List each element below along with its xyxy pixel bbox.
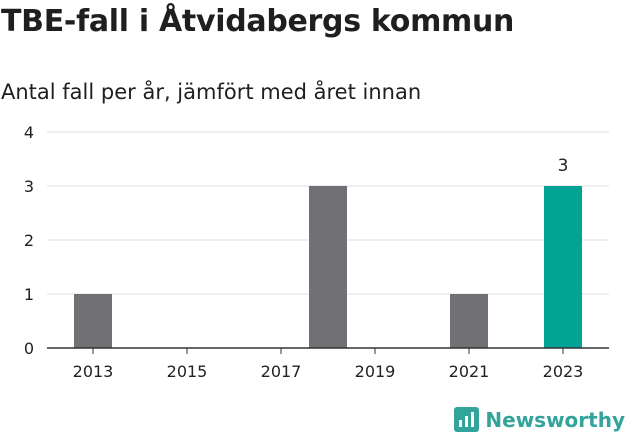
data-label: 3: [558, 156, 569, 176]
newsworthy-logo-icon: [454, 407, 480, 432]
bar: [309, 186, 347, 348]
bar: [74, 294, 112, 348]
bar: [544, 186, 582, 348]
y-tick-label: 4: [24, 123, 34, 142]
bar-chart: 0 1 2 3 4 2013 2015 2017 2019 2021 2023 3: [24, 123, 609, 381]
bar: [450, 294, 488, 348]
y-tick-label: 2: [24, 231, 34, 250]
chart-title: TBE-fall i Åtvidabergs kommun: [1, 4, 515, 39]
brand-name: Newsworthy: [485, 407, 625, 432]
y-tick-label: 1: [24, 285, 34, 304]
chart-subtitle: Antal fall per år, jämfört med året inna…: [1, 80, 422, 104]
x-tick-label: 2019: [355, 362, 396, 381]
x-tick-label: 2015: [167, 362, 208, 381]
x-tick-label: 2017: [261, 362, 302, 381]
y-tick-label: 3: [24, 177, 34, 196]
x-tick-label: 2023: [543, 362, 584, 381]
newsworthy-brand: Newsworthy: [454, 407, 625, 432]
x-tick-label: 2013: [73, 362, 114, 381]
y-tick-label: 0: [24, 339, 34, 358]
x-tick-label: 2021: [449, 362, 490, 381]
